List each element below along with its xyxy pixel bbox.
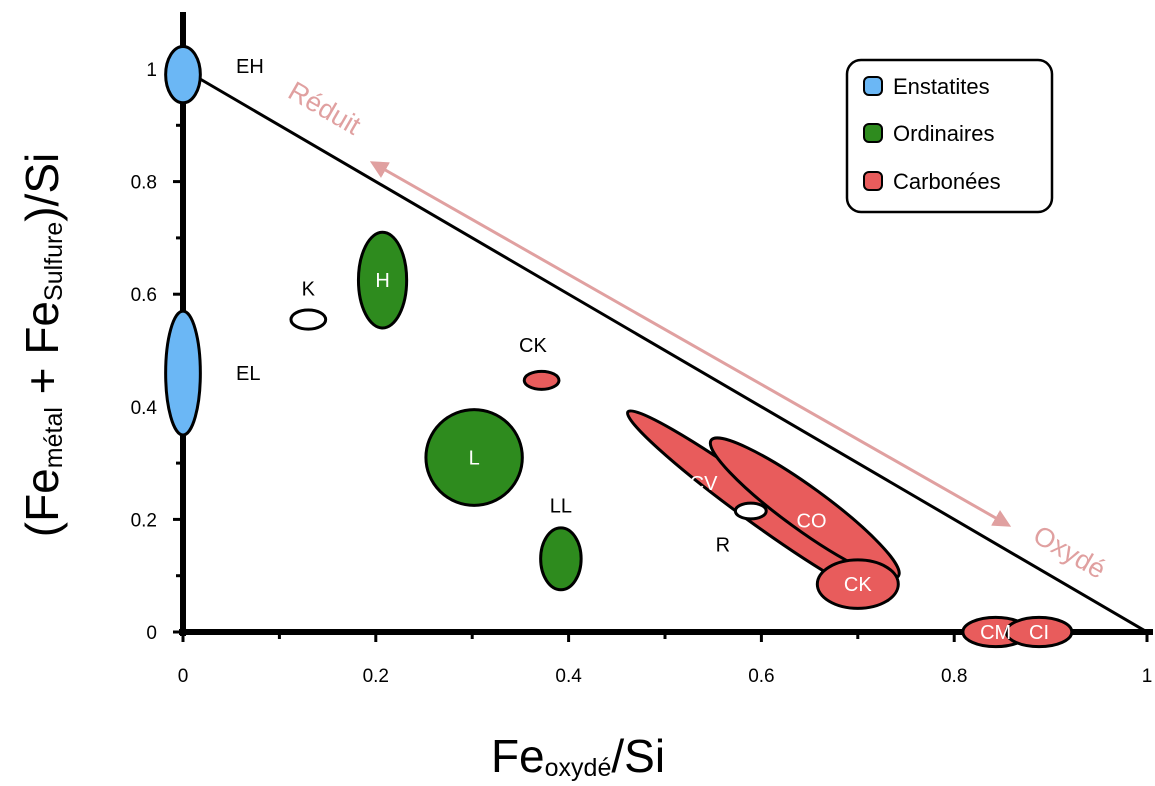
region-ck-label: CK: [519, 335, 547, 357]
y-tick-label: 0.2: [131, 510, 157, 531]
region-r-label: R: [716, 535, 730, 557]
x-tick-label: 0: [178, 666, 189, 687]
legend-item-enstatites: Enstatites: [863, 74, 990, 99]
y-tick-label: 0: [146, 623, 157, 644]
annotation-oxyde: Oxydé: [1028, 520, 1111, 585]
legend: Enstatites Ordinaires Carbonées: [845, 58, 1054, 214]
legend-box: [845, 58, 1054, 214]
x-tick-label: 0.4: [555, 666, 582, 687]
y-axis-title-mid: + Fe: [16, 301, 68, 407]
x-tick-label: 0.8: [941, 666, 967, 687]
region-co-label: CO: [797, 511, 827, 533]
y-tick-label: 0.6: [131, 285, 157, 306]
x-axis-title-main: Fe: [491, 730, 545, 782]
region-ck-ellipse: [522, 369, 561, 391]
y-axis-title: (Femétal + FeSulfure)/Si: [16, 153, 68, 537]
y-tick-label: 0.8: [131, 173, 157, 194]
region-k-ellipse: [289, 308, 328, 331]
legend-swatch-carbonees: [863, 171, 883, 191]
region-h-label: H: [375, 270, 389, 292]
annotation-reduit: Réduit: [283, 76, 366, 141]
region-eh-label: EH: [236, 56, 264, 78]
x-tick-label: 0.6: [748, 666, 774, 687]
region-ck-label: CK: [844, 574, 872, 596]
x-tick-label: 1: [1142, 666, 1153, 687]
y-tick-label: 0.4: [131, 398, 158, 419]
legend-swatch-ordinaires: [863, 123, 883, 143]
region-r-ellipse: [733, 501, 768, 521]
redox-arrow: [369, 161, 1012, 527]
legend-swatch-enstatites: [863, 76, 883, 96]
region-k-label: K: [302, 279, 316, 301]
region-cm-label: CM: [980, 622, 1011, 644]
legend-item-carbonees: Carbonées: [863, 169, 1001, 194]
y-axis-title-sub1: métal: [40, 407, 68, 468]
y-axis-title-tail: )/Si: [16, 153, 68, 222]
region-ci-ellipse: [1004, 615, 1074, 649]
region-ci-label: CI: [1029, 622, 1049, 644]
x-axis-title-tail: /Si: [611, 730, 665, 782]
y-axis-title-open: (Fe: [16, 468, 68, 537]
region-ll-label: LL: [550, 495, 572, 517]
region-el-ellipse: [164, 309, 202, 437]
y-axis-title-sub2: Sulfure: [40, 222, 68, 301]
region-l-label: L: [469, 447, 480, 469]
legend-label-carbonees: Carbonées: [893, 169, 1001, 194]
legend-label-ordinaires: Ordinaires: [893, 121, 994, 146]
x-axis-title: Feoxydé/Si: [491, 730, 665, 782]
region-el-label: EL: [236, 363, 260, 385]
y-tick-label: 1: [146, 60, 157, 81]
region-ck-ellipse: [815, 558, 900, 610]
legend-item-ordinaires: Ordinaires: [863, 121, 994, 146]
region-cv-label: CV: [690, 473, 718, 495]
legend-label-enstatites: Enstatites: [893, 74, 990, 99]
x-tick-label: 0.2: [363, 666, 389, 687]
x-axis-title-sub: oxydé: [545, 754, 612, 782]
region-eh-ellipse: [164, 44, 202, 105]
region-ll-ellipse: [539, 526, 583, 592]
